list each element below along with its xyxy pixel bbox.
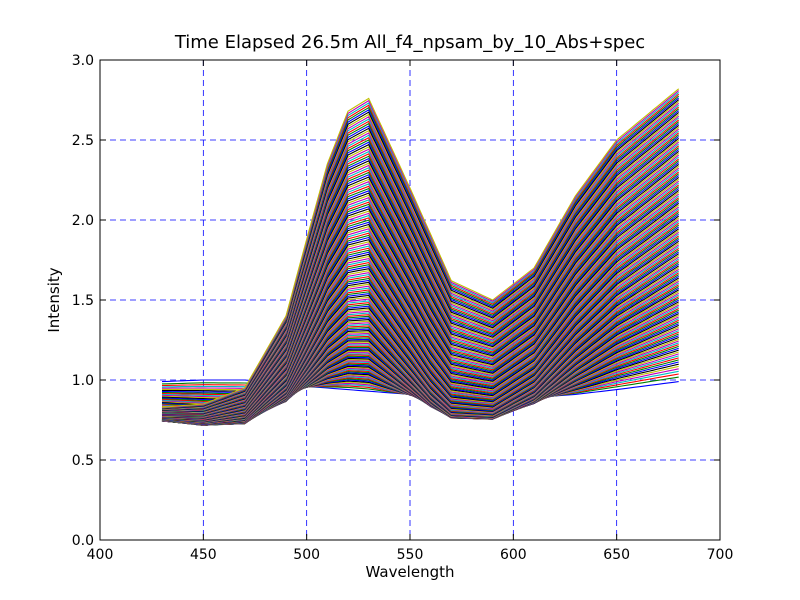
y-tick-label-1: 1.0: [72, 373, 94, 389]
x-tick-label-600: 600: [500, 547, 527, 563]
y-tick-label-0.5: 0.5: [72, 453, 94, 469]
x-tick-label-650: 650: [603, 547, 630, 563]
y-axis-label: Intensity: [45, 267, 63, 332]
y-tick-label-2.5: 2.5: [72, 133, 94, 149]
x-tick-label-450: 450: [190, 547, 217, 563]
x-tick-label-500: 500: [293, 547, 320, 563]
y-tick-label-1.5: 1.5: [72, 293, 94, 309]
ticks: 400 450 500 550 600 650 700 0.0 0.5 1.0 1.5 2.0 2.5 3…: [72, 53, 734, 563]
y-tick-label-0: 0.0: [72, 533, 94, 549]
x-tick-label-700: 700: [707, 547, 734, 563]
x-axis-label: Wavelength: [366, 563, 455, 581]
series-group: [161, 88, 680, 426]
y-tick-label-2: 2.0: [72, 213, 94, 229]
y-tick-label-3: 3.0: [72, 53, 94, 69]
chart-title: Time Elapsed 26.5m All_f4_npsam_by_10_Ab…: [174, 32, 645, 53]
x-tick-label-400: 400: [87, 547, 114, 563]
series-line-159: [161, 88, 680, 408]
x-tick-label-550: 550: [397, 547, 424, 563]
